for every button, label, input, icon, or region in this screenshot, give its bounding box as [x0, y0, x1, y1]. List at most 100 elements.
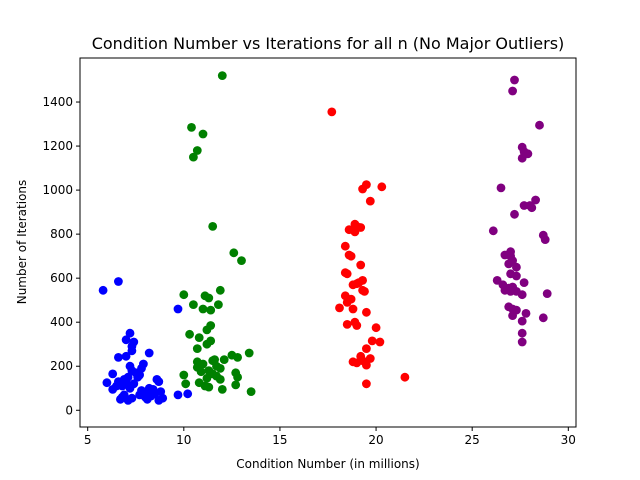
data-point [512, 262, 521, 272]
data-point [215, 285, 225, 295]
data-point [360, 287, 369, 296]
data-point [350, 227, 360, 237]
data-point [214, 300, 223, 309]
data-point [356, 260, 366, 270]
data-point [192, 344, 202, 353]
data-point [375, 337, 385, 347]
data-point [517, 316, 527, 326]
data-point [510, 75, 519, 85]
y-tick-label: 1000 [42, 183, 73, 197]
data-point [208, 222, 218, 231]
data-point [102, 378, 112, 388]
data-point [365, 196, 375, 206]
data-point [185, 329, 195, 339]
data-point [371, 323, 381, 333]
data-point [237, 256, 246, 265]
data-point [173, 304, 183, 314]
data-point [98, 285, 108, 295]
data-point [517, 290, 527, 300]
data-point [365, 354, 375, 363]
data-point [538, 313, 548, 323]
data-point [540, 235, 550, 245]
data-point [358, 184, 367, 194]
data-point [527, 203, 537, 213]
data-point [127, 346, 137, 356]
data-point [542, 289, 552, 298]
data-point [114, 353, 123, 362]
plot-frame [79, 57, 577, 428]
data-point [488, 226, 498, 236]
data-point [496, 183, 506, 193]
x-tick-label: 25 [465, 433, 480, 447]
data-point [362, 360, 371, 370]
data-point [400, 372, 410, 382]
y-tick-label: 1200 [42, 139, 73, 153]
data-point [125, 328, 135, 338]
data-point [508, 86, 517, 96]
data-point [367, 336, 377, 346]
data-point [133, 372, 143, 382]
data-point [362, 307, 371, 317]
data-point [362, 344, 371, 353]
data-point [521, 309, 531, 318]
data-point [246, 387, 256, 396]
data-point [144, 348, 154, 358]
data-point [519, 278, 529, 287]
data-point [189, 152, 198, 162]
data-point [362, 379, 371, 389]
data-point [198, 304, 208, 314]
data-point [342, 320, 352, 329]
data-point [125, 383, 135, 393]
data-point [187, 123, 196, 132]
data-point [210, 355, 220, 364]
data-point [340, 241, 350, 251]
data-point [116, 394, 125, 404]
data-point [215, 364, 225, 373]
data-point [154, 377, 164, 386]
data-point [202, 325, 212, 335]
data-point [154, 396, 164, 405]
data-point [204, 382, 214, 392]
data-point [121, 351, 131, 361]
data-point [346, 251, 356, 261]
data-point [327, 107, 337, 117]
data-point [183, 389, 193, 399]
data-point [202, 373, 212, 383]
data-point [510, 209, 519, 219]
data-point [352, 321, 362, 330]
data-point [189, 300, 198, 309]
data-point [108, 385, 118, 394]
data-point [517, 328, 527, 338]
x-tick-label: 20 [368, 433, 383, 447]
x-tick-label: 5 [84, 433, 92, 447]
data-point [517, 337, 527, 347]
data-point [198, 129, 208, 139]
x-tick-label: 15 [272, 433, 287, 447]
y-tick-label: 1400 [42, 95, 73, 109]
y-axis-label: Number of Iterations [15, 180, 29, 305]
data-point [504, 259, 514, 269]
data-point [204, 293, 214, 303]
data-point [192, 146, 202, 155]
data-point [233, 372, 243, 382]
data-point [108, 369, 118, 379]
data-point [348, 280, 358, 290]
data-point [377, 182, 387, 192]
data-point [117, 381, 127, 391]
data-point [348, 304, 358, 314]
data-point [233, 353, 243, 362]
data-point [508, 311, 517, 320]
data-point [217, 71, 227, 80]
data-point [142, 394, 152, 404]
data-point [179, 290, 189, 300]
data-point [114, 277, 123, 286]
y-tick-label: 800 [50, 227, 73, 241]
data-point [219, 355, 229, 364]
data-point [335, 303, 344, 313]
data-point [352, 358, 362, 368]
x-tick-label: 10 [176, 433, 191, 447]
data-point [173, 390, 183, 400]
data-point [123, 396, 133, 405]
